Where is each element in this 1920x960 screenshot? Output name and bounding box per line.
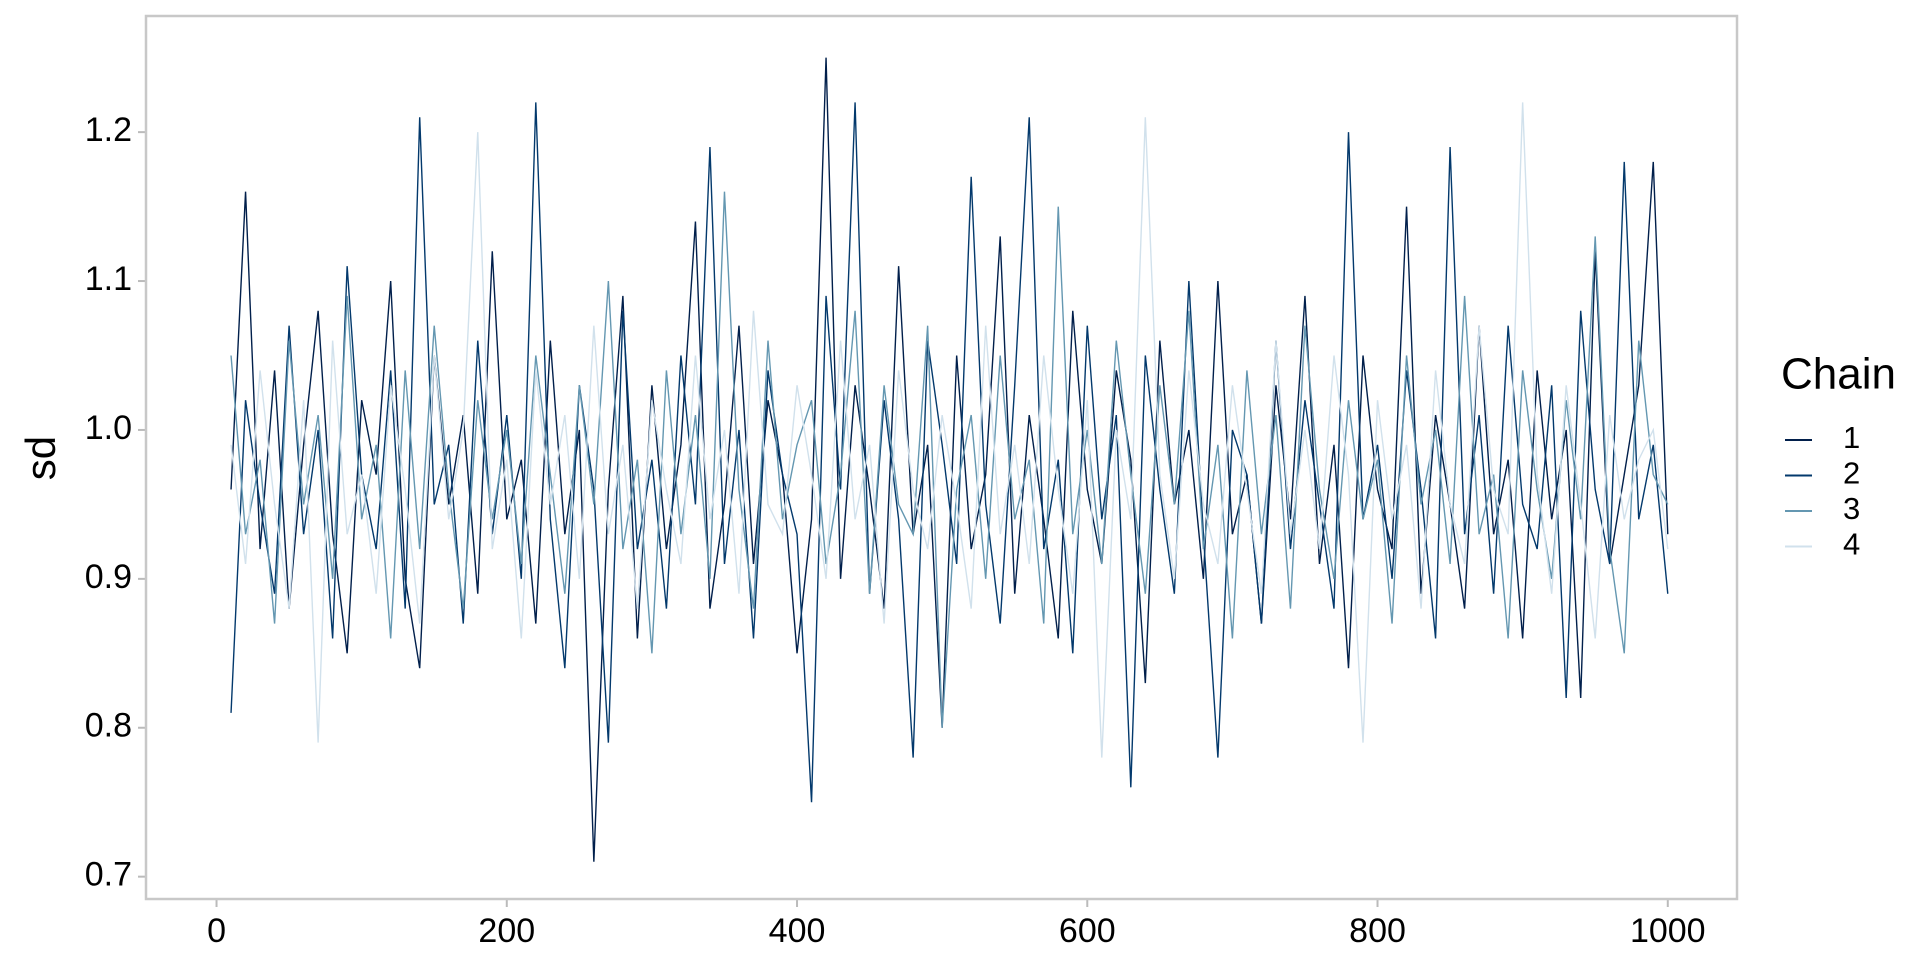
panel-border (144, 14, 1739, 901)
y-tick-label: 0.8 (85, 707, 132, 745)
x-tick-label: 200 (478, 912, 535, 950)
x-tick-label: 600 (1059, 912, 1116, 950)
x-tick-label: 800 (1349, 912, 1406, 950)
legend-label: 2 (1843, 456, 1860, 491)
legend-label: 4 (1843, 527, 1860, 562)
x-tick-label: 1000 (1630, 912, 1706, 950)
x-tick-label: 0 (207, 912, 226, 950)
legend-label: 1 (1843, 420, 1860, 455)
y-tick-label: 1.0 (85, 409, 132, 447)
legend-title: Chain (1781, 350, 1896, 399)
x-tick-label: 400 (769, 912, 826, 950)
y-tick-label: 1.1 (85, 260, 132, 298)
y-tick-label: 1.2 (85, 111, 132, 149)
trace-line (230, 102, 1669, 803)
trace-line (230, 191, 1669, 728)
y-axis-title: sd (17, 436, 64, 480)
trace-line (230, 102, 1669, 758)
y-tick-label: 0.9 (85, 558, 132, 596)
y-tick-label: 0.7 (85, 856, 132, 894)
legend-label: 3 (1843, 491, 1860, 526)
